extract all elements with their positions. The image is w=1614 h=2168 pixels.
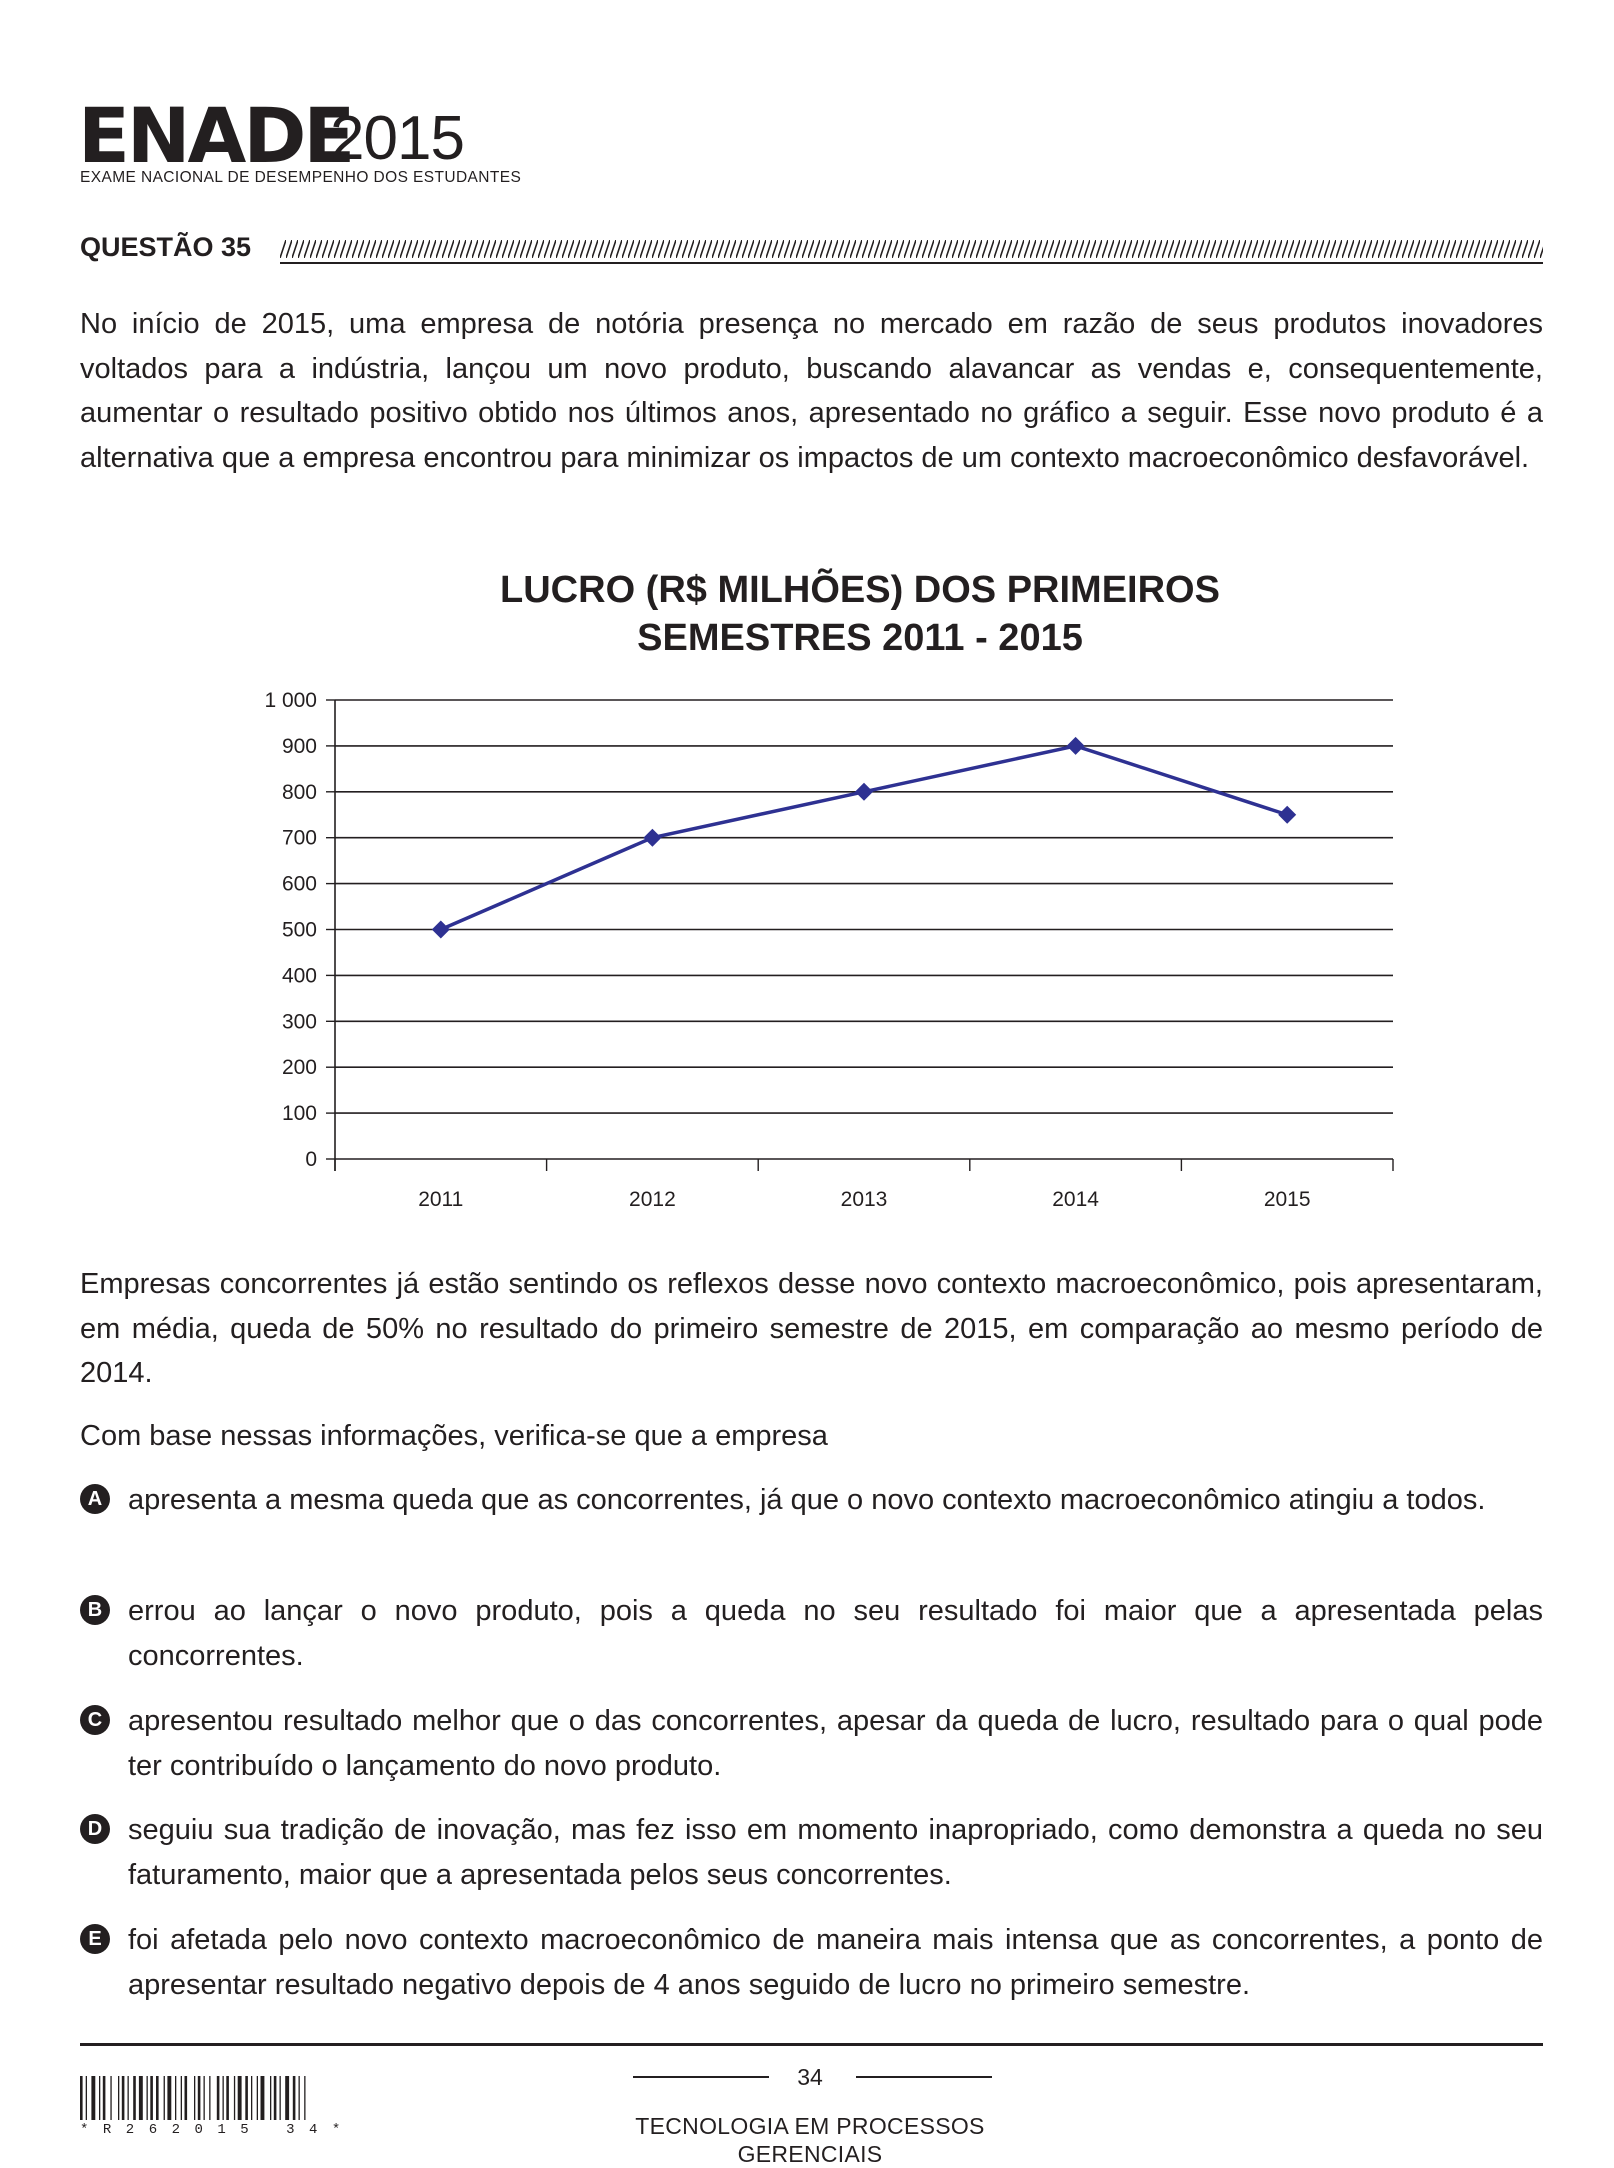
option-a[interactable]: A apresenta a mesma queda que as concorr… xyxy=(80,1478,1543,1573)
option-b[interactable]: B errou ao lançar o novo produto, pois a… xyxy=(80,1589,1543,1684)
data-point-2014 xyxy=(1066,736,1085,755)
footer-rule xyxy=(80,2043,1543,2046)
x-tick-label: 2011 xyxy=(418,1188,463,1211)
option-e-letter: E xyxy=(80,1924,110,1954)
y-tick-label: 400 xyxy=(282,964,317,987)
data-point-2012 xyxy=(643,828,662,847)
chart-title-line-2: SEMESTRES 2011 - 2015 xyxy=(637,617,1083,659)
y-tick-label: 500 xyxy=(282,919,317,942)
option-d[interactable]: D seguiu sua tradição de inovação, mas f… xyxy=(80,1808,1543,1903)
data-point-2015 xyxy=(1278,805,1297,824)
option-b-letter: B xyxy=(80,1595,110,1625)
y-tick-label: 200 xyxy=(282,1056,317,1079)
barcode xyxy=(80,2076,306,2120)
y-tick-label: 900 xyxy=(282,735,317,758)
option-e[interactable]: E foi afetada pelo novo contexto macroec… xyxy=(80,1918,1543,2013)
question-title-rule xyxy=(280,262,1543,264)
y-tick-label: 100 xyxy=(282,1102,317,1125)
y-tick-label: 1 000 xyxy=(264,689,317,712)
question-context: Empresas concorrentes já estão sentindo … xyxy=(80,1268,1543,1389)
chart-title-line-1: LUCRO (R$ MILHÕES) DOS PRIMEIROS xyxy=(500,567,1220,611)
barcode-text: *R262015 34* xyxy=(80,2122,355,2138)
enade-logo-year: 2015 xyxy=(330,104,465,173)
option-b-text: errou ao lançar o novo produto, pois a q… xyxy=(128,1595,1543,1672)
y-tick-label: 600 xyxy=(282,873,317,896)
option-c-letter: C xyxy=(80,1705,110,1735)
option-e-text: foi afetada pelo novo contexto macroecon… xyxy=(128,1924,1543,2001)
y-tick-label: 700 xyxy=(282,827,317,850)
profit-line-chart: LUCRO (R$ MILHÕES) DOS PRIMEIROS SEMESTRE… xyxy=(264,567,1394,1211)
footer-course-title: TECNOLOGIA EM PROCESSOS GERENCIAIS xyxy=(635,2113,985,2167)
data-point-2013 xyxy=(855,782,873,801)
page-number-rule-left xyxy=(633,2076,769,2078)
x-tick-label: 2012 xyxy=(629,1188,676,1211)
x-tick-label: 2013 xyxy=(841,1188,888,1211)
question-intro: No início de 2015, uma empresa de notóri… xyxy=(80,308,1543,474)
page-number: 34 xyxy=(797,2064,823,2090)
option-a-text: apresenta a mesma queda que as concorren… xyxy=(128,1484,1486,1516)
option-c-text: apresentou resultado melhor que o das co… xyxy=(128,1705,1543,1782)
option-d-letter: D xyxy=(80,1814,110,1844)
enade-logo: ENADE xyxy=(78,91,355,180)
page-number-rule-right xyxy=(856,2076,992,2078)
question-prompt: Com base nessas informações, verifica-se… xyxy=(80,1420,828,1452)
enade-logo-subtitle: EXAME NACIONAL DE DESEMPENHO DOS ESTUDAN… xyxy=(80,169,522,186)
x-tick-label: 2015 xyxy=(1264,1188,1311,1211)
data-point-2011 xyxy=(431,920,450,939)
option-c[interactable]: C apresentou resultado melhor que o das … xyxy=(80,1699,1543,1794)
option-a-letter: A xyxy=(80,1484,110,1514)
y-tick-label: 0 xyxy=(305,1148,317,1171)
x-tick-label: 2014 xyxy=(1052,1188,1099,1211)
hatched-divider xyxy=(280,240,1543,258)
question-title: QUESTÃO 35 xyxy=(80,232,252,262)
option-d-text: seguiu sua tradição de inovação, mas fez… xyxy=(128,1814,1543,1891)
y-tick-label: 800 xyxy=(282,781,317,804)
y-tick-label: 300 xyxy=(282,1010,317,1033)
